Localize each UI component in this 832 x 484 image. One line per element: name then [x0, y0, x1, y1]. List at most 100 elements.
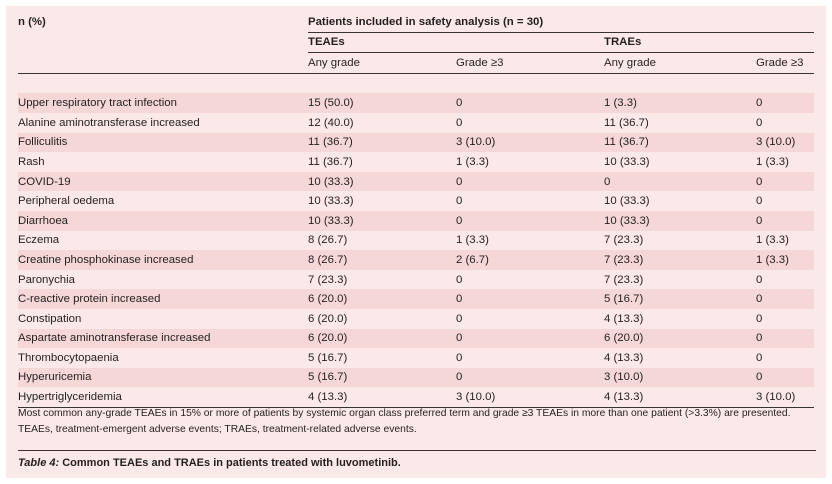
teae-any-grade-cell: 15 (50.0): [308, 93, 456, 113]
event-term: Thrombocytopaenia: [18, 351, 119, 364]
table-footnote: Most common any-grade TEAEs in 15% or mo…: [18, 406, 818, 437]
traes-header: TRAEs: [604, 32, 815, 54]
event-term: Aspartate aminotransferase increased: [18, 328, 308, 349]
trae-any-grade-cell: 4 (13.3): [604, 312, 644, 325]
teae-any-grade-cell: 7 (23.3): [308, 273, 348, 286]
trae-grade3-cell: 0: [756, 273, 763, 286]
table-row: Diarrhoea 10 (33.3) 0 10 (33.3) 0: [18, 210, 815, 231]
trae-grade3-cell: 0: [756, 328, 815, 349]
table-row: Peripheral oedema 10 (33.3) 0 10 (33.3) 0: [18, 191, 814, 211]
event-term: Diarrhoea: [18, 210, 308, 231]
event-term: Rash: [18, 155, 45, 168]
event-term: Hypertriglyceridemia: [18, 387, 308, 408]
table-caption: Table 4: Common TEAEs and TRAEs in patie…: [18, 457, 818, 469]
teae-grade3-cell: 0: [456, 328, 604, 349]
table-row: Aspartate aminotransferase increased 6 (2…: [18, 328, 815, 349]
teae-grade3-cell: 0: [456, 93, 604, 113]
event-term: Constipation: [18, 312, 82, 325]
trae-grade3-cell: 0: [756, 116, 763, 129]
table-row: Creatine phosphokinase increased 8 (26.7)…: [18, 250, 815, 270]
table-row: Paronychia 7 (23.3) 0 7 (23.3) 0: [18, 270, 814, 290]
teae-any-grade-cell: 12 (40.0): [308, 116, 354, 129]
teae-any-grade-cell: 4 (13.3): [308, 387, 456, 408]
teae-any-grade-cell: 6 (20.0): [308, 312, 348, 325]
table-row: Folliculitis 11 (36.7) 3 (10.0) 11 (36.7) 3 …: [18, 132, 815, 153]
teae-grade3-cell: 0: [456, 351, 463, 364]
trae-any-grade-cell: 10 (33.3): [604, 210, 756, 231]
teae-grade3-cell: 0: [456, 195, 463, 208]
teae-grade3-cell: 0: [456, 367, 604, 388]
adverse-events-table: n (%) Patients included in safety analys…: [18, 12, 815, 408]
table-row: Alanine aminotransferase increased 12 (40…: [18, 113, 814, 133]
teae-grade3-cell: 0: [456, 289, 604, 309]
event-term: Folliculitis: [18, 132, 308, 153]
footnote-line-1: Most common any-grade TEAEs in 15% or mo…: [18, 408, 791, 419]
teae-any-grade-cell: 10 (33.3): [308, 195, 354, 208]
trae-grade3-cell: 0: [756, 312, 763, 325]
event-term: Peripheral oedema: [18, 195, 115, 208]
trae-any-grade-cell: 1 (3.3): [604, 93, 756, 113]
table-row: COVID-19 10 (33.3) 0 0 0: [18, 171, 815, 192]
teae-grade3-header: Grade ≥3: [456, 52, 604, 74]
event-term: C-reactive protein increased: [18, 289, 308, 309]
table-row: C-reactive protein increased 6 (20.0) 0 5 (…: [18, 289, 815, 309]
trae-any-grade-cell: 11 (36.7): [604, 132, 756, 153]
teae-grade3-cell: 2 (6.7): [456, 250, 604, 270]
event-term: Upper respiratory tract infection: [18, 93, 308, 113]
event-term: Alanine aminotransferase increased: [18, 116, 200, 129]
teae-any-grade-cell: 11 (36.7): [308, 132, 456, 153]
trae-grade3-cell: 0: [756, 210, 815, 231]
teae-any-grade-cell: 5 (16.7): [308, 351, 348, 364]
event-term: Paronychia: [18, 273, 75, 286]
teae-grade3-cell: 1 (3.3): [456, 234, 489, 247]
trae-grade3-cell: 0: [756, 93, 815, 113]
teae-grade3-cell: 0: [456, 171, 604, 192]
trae-any-grade-cell: 5 (16.7): [604, 289, 756, 309]
trae-any-grade-cell: 6 (20.0): [604, 328, 756, 349]
trae-any-grade-cell: 7 (23.3): [604, 273, 644, 286]
trae-any-grade-cell: 4 (13.3): [604, 351, 644, 364]
teae-grade3-cell: 3 (10.0): [456, 132, 604, 153]
teae-grade3-cell: 0: [456, 210, 604, 231]
table-row: Hypertriglyceridemia 4 (13.3) 3 (10.0) 4 (1…: [18, 387, 815, 408]
table-row: Eczema 8 (26.7) 1 (3.3) 7 (23.3) 1 (3.3): [18, 231, 814, 251]
trae-grade3-cell: 3 (10.0): [756, 132, 815, 153]
teae-any-grade-cell: 11 (36.7): [308, 155, 353, 168]
teae-any-grade-cell: 10 (33.3): [308, 171, 456, 192]
table-row: Rash 11 (36.7) 1 (3.3) 10 (33.3) 1 (3.3): [18, 152, 814, 172]
trae-grade3-cell: 0: [756, 289, 815, 309]
trae-grade3-cell: 0: [756, 171, 815, 192]
teae-grade3-cell: 1 (3.3): [456, 155, 489, 168]
trae-grade3-cell: 0: [756, 367, 815, 388]
trae-any-grade-cell: 10 (33.3): [604, 155, 650, 168]
table-row: Constipation 6 (20.0) 0 4 (13.3) 0: [18, 309, 814, 329]
trae-grade3-cell: 1 (3.3): [756, 155, 789, 168]
event-term: Hyperuricemia: [18, 367, 308, 388]
teaes-header: TEAEs: [308, 32, 604, 54]
trae-grade3-cell: 0: [756, 195, 763, 208]
trae-any-grade-cell: 11 (36.7): [604, 116, 649, 129]
table-panel: n (%) Patients included in safety analys…: [6, 6, 826, 478]
caption-text: Common TEAEs and TRAEs in patients treat…: [59, 457, 401, 469]
trae-grade3-cell: 1 (3.3): [756, 250, 815, 270]
event-term: Eczema: [18, 234, 60, 247]
trae-grade3-cell: 0: [756, 351, 763, 364]
trae-any-grade-cell: 4 (13.3): [604, 387, 756, 408]
trae-grade3-cell: 3 (10.0): [756, 387, 815, 408]
teae-any-grade-cell: 5 (16.7): [308, 367, 456, 388]
footnote-line-2: TEAEs, treatment-emergent adverse events…: [18, 423, 417, 435]
event-term: Creatine phosphokinase increased: [18, 250, 308, 270]
teae-grade3-cell: 3 (10.0): [456, 387, 604, 408]
trae-grade3-cell: 1 (3.3): [756, 234, 789, 247]
n-percent-header: n (%): [18, 16, 46, 29]
trae-any-grade-cell: 0: [604, 171, 756, 192]
trae-any-grade-cell: 7 (23.3): [604, 234, 644, 247]
trae-any-grade-cell: 3 (10.0): [604, 367, 756, 388]
teae-any-grade-cell: 8 (26.7): [308, 250, 456, 270]
caption-divider: [18, 450, 816, 451]
event-term: COVID-19: [18, 171, 308, 192]
trae-grade3-header: Grade ≥3: [756, 52, 815, 74]
teae-any-grade-cell: 8 (26.7): [308, 234, 348, 247]
teae-any-grade-cell: 6 (20.0): [308, 289, 456, 309]
teae-grade3-cell: 0: [456, 116, 463, 129]
